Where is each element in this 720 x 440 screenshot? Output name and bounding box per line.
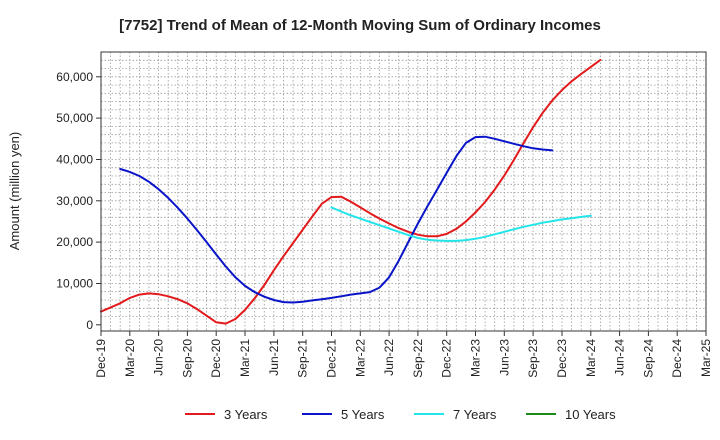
x-tick-label: Mar-20 <box>123 339 137 377</box>
legend-label-10-years: 10 Years <box>565 407 616 422</box>
y-axis-label: Amount (million yen) <box>7 132 22 251</box>
x-tick-label: Sep-22 <box>411 339 425 378</box>
series-layer <box>100 58 602 325</box>
x-tick-label: Dec-24 <box>670 339 684 378</box>
x-tick-label: Jun-21 <box>267 339 281 376</box>
legend-label-5-years: 5 Years <box>341 407 385 422</box>
x-tick-label: Sep-20 <box>180 339 194 378</box>
x-tick-label: Jun-23 <box>497 339 511 376</box>
x-tick-label: Mar-24 <box>584 339 598 377</box>
y-axis: 0 10,000 20,000 30,000 40,000 50,000 60,000 <box>56 70 101 332</box>
legend: 3 Years 5 Years 7 Years 10 Years <box>185 407 616 422</box>
x-tick-label: Mar-25 <box>699 339 713 377</box>
y-tick-label: 60,000 <box>56 70 93 84</box>
plot-area <box>101 52 706 331</box>
y-tick-label: 0 <box>86 318 93 332</box>
x-tick-label: Mar-22 <box>353 339 367 377</box>
series-line-5-years <box>119 135 554 304</box>
x-tick-label: Mar-21 <box>238 339 252 377</box>
chart-title: [7752] Trend of Mean of 12-Month Moving … <box>119 17 601 34</box>
y-tick-label: 20,000 <box>56 235 93 249</box>
x-tick-label: Dec-22 <box>440 339 454 378</box>
y-tick-label: 50,000 <box>56 111 93 125</box>
x-tick-label: Sep-24 <box>641 339 655 378</box>
legend-label-3-years: 3 Years <box>224 407 268 422</box>
y-tick-label: 10,000 <box>56 277 93 291</box>
x-tick-label: Dec-20 <box>209 339 223 378</box>
x-tick-label: Dec-23 <box>555 339 569 378</box>
y-tick-label: 30,000 <box>56 194 93 208</box>
x-tick-label: Jun-24 <box>613 339 627 376</box>
series-line-7-years <box>330 206 592 242</box>
plot-frame <box>100 51 707 332</box>
x-tick-label: Mar-23 <box>469 339 483 377</box>
x-tick-label: Sep-21 <box>296 339 310 378</box>
x-tick-label: Sep-23 <box>526 339 540 378</box>
x-tick-label: Dec-21 <box>325 339 339 378</box>
x-axis: Dec-19 Mar-20 Jun-20 Sep-20 Dec-20 Mar-21 Jun-… <box>94 331 713 378</box>
x-tick-label: Jun-22 <box>382 339 396 376</box>
x-tick-label: Dec-19 <box>94 339 108 378</box>
x-tick-label: Jun-20 <box>152 339 166 376</box>
y-tick-label: 40,000 <box>56 153 93 167</box>
series-line-3-years <box>100 58 602 325</box>
legend-label-7-years: 7 Years <box>453 407 497 422</box>
